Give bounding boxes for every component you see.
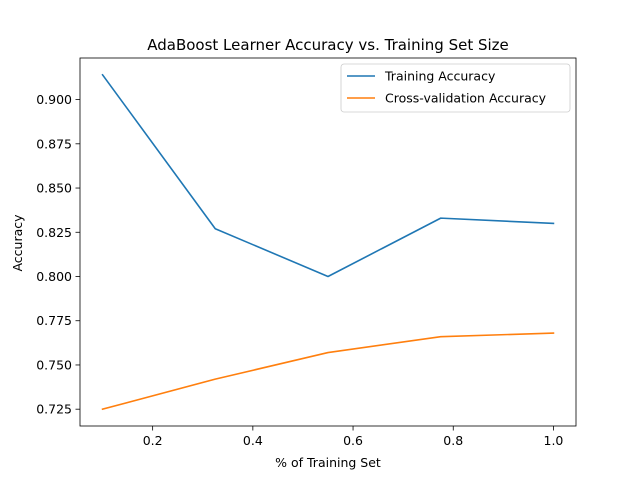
- y-tick-label: 0.750: [36, 357, 72, 372]
- y-tick-label: 0.900: [36, 92, 72, 107]
- series-line-2: [101, 332, 555, 411]
- series-line-1: [101, 73, 555, 278]
- y-tick-label: 0.875: [36, 136, 72, 151]
- plot-area: 0.2 0.4 0.6 0.8 1.0 0.725 0.750 0.775 0.800 0.825…: [36, 57, 577, 448]
- x-tick-label: 0.8: [443, 433, 463, 448]
- y-tick-label: 0.775: [36, 313, 72, 328]
- y-tick-label: 0.725: [36, 402, 72, 417]
- x-tick-label: 0.6: [343, 433, 363, 448]
- x-axis-label: % of Training Set: [275, 455, 381, 470]
- legend-label: Training Accuracy: [384, 69, 496, 84]
- legend-box: [340, 63, 571, 113]
- x-tick-label: 1.0: [544, 433, 564, 448]
- y-tick-label: 0.850: [36, 181, 72, 196]
- y-axis-label: Accuracy: [10, 214, 25, 272]
- axes-frame: [79, 57, 577, 427]
- legend-label: Cross-validation Accuracy: [385, 91, 547, 106]
- y-tick-label: 0.825: [36, 225, 72, 240]
- chart-title: AdaBoost Learner Accuracy vs. Training S…: [147, 36, 509, 54]
- x-tick-label: 0.2: [143, 433, 163, 448]
- x-tick-label: 0.4: [243, 433, 263, 448]
- y-tick-label: 0.800: [36, 269, 72, 284]
- legend: Training Accuracy Cross-validation Accura…: [340, 63, 571, 113]
